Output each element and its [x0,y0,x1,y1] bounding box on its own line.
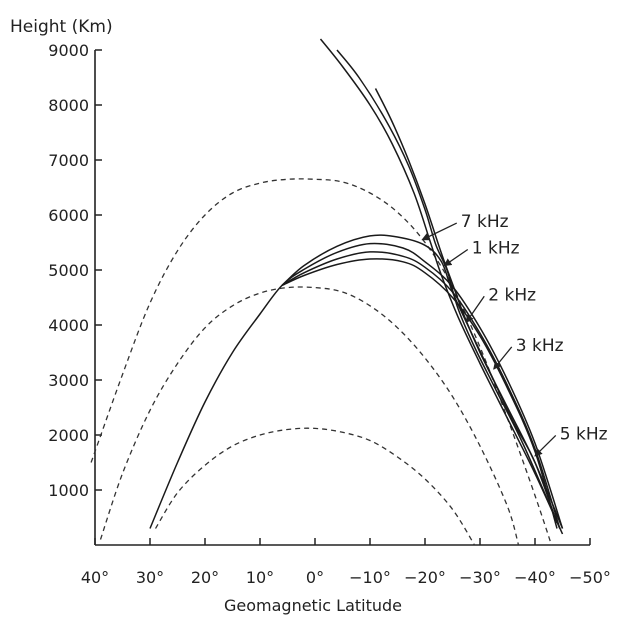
annotation-label: 3 kHz [516,336,564,356]
y-tick-label: 2000 [48,426,89,445]
x-tick-label: 30° [136,568,164,587]
x-axis-title: Geomagnetic Latitude [224,596,402,615]
ray-path [281,258,558,529]
x-tick-label: 0° [306,568,324,587]
x-tick-label: 10° [246,568,274,587]
ray-path [336,49,561,529]
annotation-label: 5 kHz [560,424,608,444]
y-tick-label: 7000 [48,151,89,170]
x-tick-label: −10° [349,568,391,587]
y-tick-label: 6000 [48,206,89,225]
frequency-annotations: 7 kHz 1 kHz 2 kHz 3 kHz 5 kHz [421,212,608,457]
annotation-arrow [443,248,469,267]
x-tick-label: 40° [81,568,109,587]
annotation-label: 1 kHz [472,239,520,259]
y-tick-label: 3000 [48,371,89,390]
annotation-arrow [421,222,458,241]
annotation-label: 7 kHz [461,212,509,232]
annotation-arrow [534,434,557,457]
annotation-arrow [493,346,513,370]
y-ticks: 1000 2000 3000 4000 5000 6000 7000 8000 9000 [48,41,102,500]
annotation-label: 2 kHz [488,285,536,305]
field-line [99,286,520,546]
field-line [90,178,553,546]
y-tick-label: 4000 [48,316,89,335]
field-lines [90,178,553,546]
axes: Height (Km) Geomagnetic Latitude [10,17,590,615]
x-tick-label: −50° [569,568,611,587]
annotation-arrow [465,295,485,324]
y-tick-label: 1000 [48,481,89,500]
ray-path [281,234,558,524]
y-tick-label: 9000 [48,41,89,60]
x-tick-label: −30° [459,568,501,587]
x-tick-label: 20° [191,568,219,587]
x-tick-label: −20° [404,568,446,587]
y-tick-label: 5000 [48,261,89,280]
x-ticks: 40° 30° 20° 10° 0° −10° −20° −30° −40° −50° [81,538,611,587]
ray-path [319,38,564,535]
ray-path [281,251,561,529]
field-line [154,427,476,546]
ray-path [374,88,564,529]
y-tick-label: 8000 [48,96,89,115]
x-tick-label: −40° [514,568,556,587]
y-axis-title: Height (Km) [10,17,113,37]
